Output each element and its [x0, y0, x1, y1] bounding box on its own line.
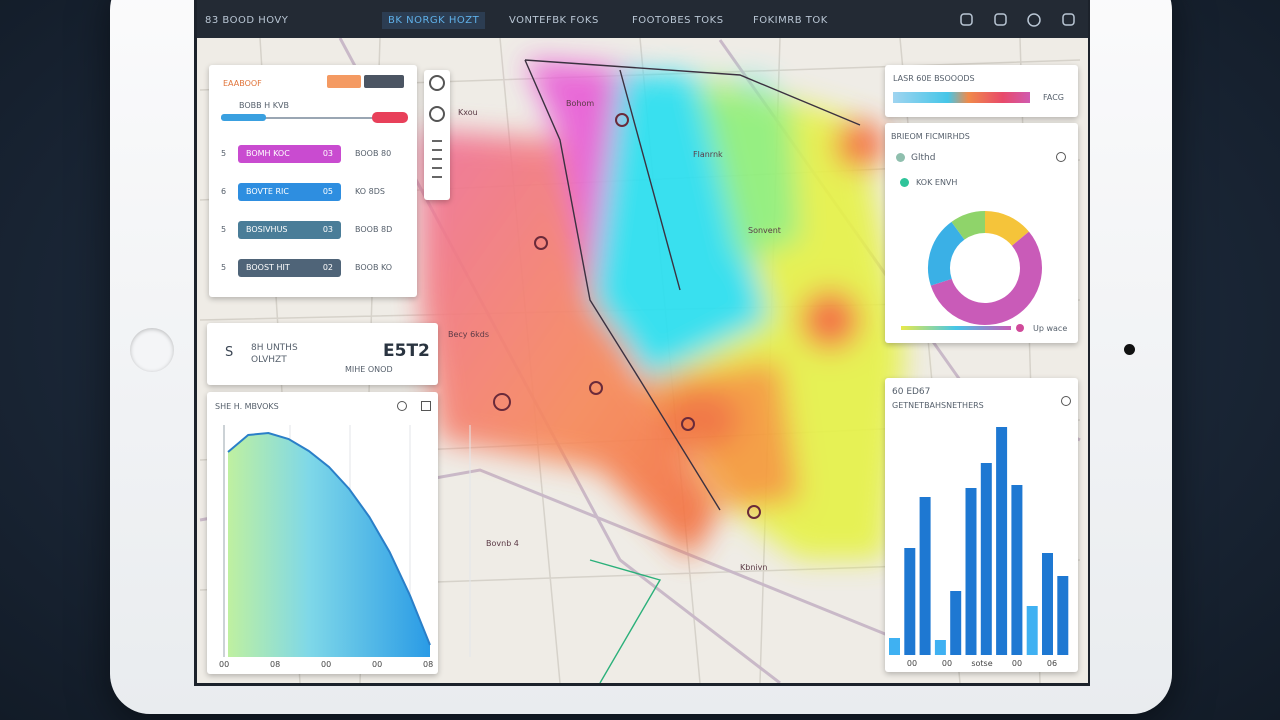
row-count: 02 [322, 263, 333, 272]
zone-borders [524, 59, 861, 683]
stat-icon-label: S [225, 345, 234, 360]
row-note: BOOB KO [355, 263, 393, 272]
row-label: BOMH KOC [246, 149, 290, 158]
filter-panel: EAABOOF BOBB H KVB 5 BOMH KOC 03 BOOB 80 6 BO… [209, 65, 417, 297]
map-labels: Bohom Kxou Becy 6kds Flanrnk Sonvent Bovnb 4 K… [448, 99, 781, 572]
icon[interactable] [994, 13, 1007, 26]
slider-fill[interactable] [221, 114, 266, 121]
donut-panel: BRIEOM FICMIRHDS Glthd KOK ENVH Up wace [885, 123, 1078, 343]
icon[interactable] [1062, 13, 1075, 26]
tool-button[interactable] [429, 75, 445, 91]
panel-icon[interactable] [1061, 396, 1071, 406]
row-count: 03 [322, 149, 333, 158]
row-button[interactable]: BOVTE RIC 05 [238, 183, 341, 201]
panel-title: SHE H. MBVOKS [215, 402, 279, 411]
map-label: Bovnb 4 [486, 539, 519, 548]
row-label: BOVTE RIC [246, 187, 289, 196]
panel-icon[interactable] [421, 401, 431, 411]
icon[interactable] [960, 13, 973, 26]
tool-button[interactable] [429, 106, 445, 122]
legend-dot [900, 178, 909, 187]
home-button[interactable] [130, 328, 174, 372]
row-button[interactable]: BOOST HIT 02 [238, 259, 341, 277]
panel-title: EAABOOF [223, 79, 262, 88]
stat-title: 8H UNTHS [251, 343, 298, 353]
stat-subtitle: OLVHZT [251, 355, 287, 365]
legend-footer: Up wace [1033, 324, 1068, 333]
legend-label: FACG [1043, 93, 1064, 102]
map-label: Kxou [458, 108, 478, 117]
legend-item: KOK ENVH [916, 178, 958, 187]
row-label: BOOST HIT [246, 263, 290, 272]
row-label: BOSIVHUS [246, 225, 288, 234]
map-label: Bohom [566, 99, 594, 108]
nav-icons [960, 13, 1075, 27]
row-note: KO 8DS [355, 187, 385, 196]
row-button[interactable]: BOMH KOC 03 [238, 145, 341, 163]
slider-label: BOBB H KVB [239, 101, 289, 110]
camera [1124, 344, 1135, 355]
nav-tab[interactable]: FOKIMRB TOK [753, 15, 828, 26]
panel-title: LASR 60E BSOOODS [893, 74, 975, 83]
nav-tab[interactable]: BK NORGK HOZT [382, 12, 486, 29]
row-index: 5 [221, 225, 227, 234]
row-count: 03 [322, 225, 333, 234]
row-index: 5 [221, 149, 227, 158]
nav-tab[interactable]: VONTEFBK FOKS [509, 15, 599, 26]
slider-handle[interactable] [372, 112, 408, 123]
button[interactable] [327, 75, 361, 88]
nav-bar: 83 BOOD HOVY BK NORGK HOZT VONTEFBK FOKS… [197, 0, 1088, 38]
row-count: 05 [322, 187, 333, 196]
stat-value: E5T2 [383, 341, 430, 361]
map-pins [493, 113, 761, 519]
panel-title: 60 ED67 [892, 387, 931, 397]
tool-list[interactable] [432, 140, 442, 180]
color-scale [893, 92, 1030, 103]
panel-icon[interactable] [397, 401, 407, 411]
legend-item: Glthd [911, 153, 936, 163]
stat-caption: MIHE ONOD [345, 365, 393, 374]
button[interactable] [364, 75, 404, 88]
heat-zones [420, 60, 905, 560]
brand: 83 BOOD HOVY [205, 15, 289, 26]
map-label: Becy 6kds [448, 330, 489, 339]
legend-panel: LASR 60E BSOOODS FACG [885, 65, 1078, 117]
slider-track[interactable] [221, 117, 386, 119]
panel-subtitle: GETNETBAHSNETHERS [892, 401, 984, 410]
map-label: Sonvent [748, 226, 781, 235]
legend-strip [901, 326, 1011, 330]
map-label: Flanrnk [693, 150, 723, 159]
icon[interactable] [1027, 13, 1041, 27]
row-index: 6 [221, 187, 227, 196]
area-panel: SHE H. MBVOKS [207, 392, 438, 674]
map-label: Kbnivn [740, 563, 767, 572]
row-note: BOOB 80 [355, 149, 392, 158]
legend-dot [1016, 324, 1024, 332]
bar-panel: 60 ED67 GETNETBAHSNETHERS [885, 378, 1078, 672]
row-button[interactable]: BOSIVHUS 03 [238, 221, 341, 239]
panel-title: BRIEOM FICMIRHDS [891, 132, 970, 141]
tool-strip [424, 70, 450, 200]
stat-card: S 8H UNTHS OLVHZT E5T2 MIHE ONOD [207, 323, 438, 385]
row-note: BOOB 8D [355, 225, 393, 234]
panel-icon[interactable] [1056, 152, 1066, 162]
nav-tab[interactable]: FOOTOBES TOKS [632, 15, 724, 26]
row-index: 5 [221, 263, 227, 272]
legend-dot [896, 153, 905, 162]
